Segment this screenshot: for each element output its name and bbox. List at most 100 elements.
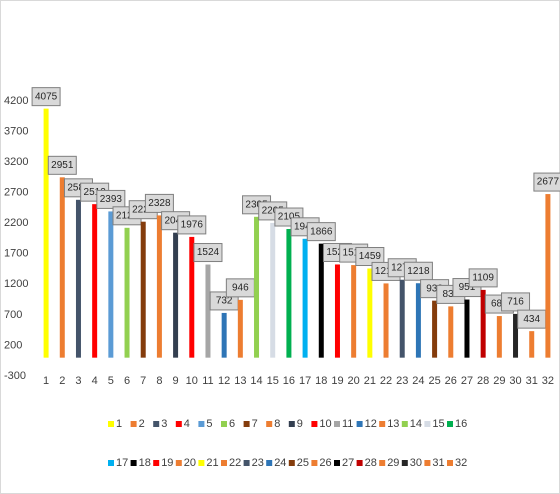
legend-label: 31: [432, 457, 444, 469]
legend-swatch: [153, 460, 160, 466]
y-tick-label: 2200: [4, 217, 28, 229]
y-tick-label: 3700: [4, 125, 28, 137]
legend-swatch: [221, 460, 227, 466]
x-tick-label: 28: [477, 375, 489, 387]
legend-label: 6: [229, 418, 235, 430]
legend-label: 1: [116, 418, 122, 430]
legend-swatch: [243, 421, 250, 427]
legend-label: 26: [319, 457, 331, 469]
data-label: 2328: [148, 198, 171, 209]
legend-swatch: [401, 421, 408, 427]
data-label: 1459: [359, 251, 382, 262]
data-label: 1218: [407, 266, 430, 277]
data-label: 951: [459, 282, 476, 293]
bar: [302, 238, 308, 358]
legend-label: 12: [365, 418, 377, 430]
legend-swatch: [130, 460, 137, 466]
x-tick-label: 20: [348, 375, 360, 387]
legend-swatch: [334, 460, 340, 466]
legend-swatch: [175, 460, 182, 466]
legend-swatch: [311, 421, 318, 427]
legend-label: 25: [297, 457, 309, 469]
legend-swatch: [198, 421, 205, 427]
bar: [334, 264, 340, 358]
data-label: 2305: [245, 199, 268, 210]
data-label-box: [96, 189, 126, 209]
data-label: 4075: [35, 91, 58, 102]
bar: [432, 300, 438, 358]
x-tick-label: 5: [108, 375, 114, 387]
data-label-box: [144, 193, 174, 213]
x-tick-label: 9: [173, 375, 179, 387]
data-label: 1945: [294, 221, 317, 232]
bar: [237, 299, 243, 358]
x-tick-label: 26: [445, 375, 457, 387]
bar: [480, 289, 486, 358]
legend-label: 20: [184, 457, 196, 469]
legend-swatch: [108, 460, 114, 466]
bar: [415, 283, 421, 358]
bar: [124, 227, 130, 358]
legend-label: 15: [432, 418, 444, 430]
legend-label: 16: [455, 418, 467, 430]
x-tick-label: 11: [202, 375, 213, 387]
x-tick-label: 1: [43, 375, 49, 387]
y-tick-label: 1700: [4, 248, 28, 260]
bar: [351, 265, 357, 358]
legend-swatch: [221, 421, 227, 427]
legend-swatch: [266, 421, 273, 427]
x-tick-label: 29: [493, 375, 505, 387]
x-tick-label: 4: [92, 375, 98, 387]
data-label: 933: [426, 283, 443, 294]
y-tick-label: 4200: [4, 95, 28, 107]
x-tick-label: 7: [140, 375, 146, 387]
data-label-box: [193, 243, 223, 263]
bar: [221, 312, 227, 358]
legend-swatch: [153, 421, 160, 427]
x-tick-label: 21: [364, 375, 376, 387]
bar: [318, 243, 324, 358]
legend-label: 4: [184, 418, 190, 430]
bar: [367, 268, 373, 358]
data-label: 2105: [278, 212, 301, 223]
legend-swatch: [108, 421, 114, 427]
data-label: 839: [442, 289, 459, 300]
legend-swatch: [288, 460, 295, 466]
x-tick-label: 10: [186, 375, 198, 387]
y-tick-label: 1200: [4, 278, 28, 290]
bar: [43, 108, 49, 358]
data-label: 2677: [537, 177, 560, 188]
bar: [59, 177, 65, 358]
data-label: 946: [232, 282, 249, 293]
data-label: 732: [216, 296, 233, 307]
y-tick-label: 2700: [4, 187, 28, 199]
data-label: 2225: [132, 204, 155, 215]
legend-swatch: [243, 460, 250, 466]
data-label-box: [501, 292, 531, 312]
x-tick-label: 16: [283, 375, 295, 387]
bar: [254, 216, 260, 358]
bar: [205, 264, 211, 358]
data-label: 1976: [181, 220, 204, 231]
legend-label: 5: [206, 418, 212, 430]
bar: [383, 283, 389, 358]
legend-label: 22: [229, 457, 241, 469]
data-label: 1866: [310, 226, 333, 237]
bar: [286, 229, 292, 358]
legend-label: 27: [342, 457, 354, 469]
legend-swatch: [424, 421, 431, 427]
legend-label: 18: [139, 457, 151, 469]
legend-label: 10: [319, 418, 331, 430]
bar: [156, 215, 162, 358]
y-tick-label: 200: [4, 339, 22, 351]
legend-swatch: [130, 421, 137, 427]
x-tick-label: 3: [75, 375, 81, 387]
bar: [496, 316, 502, 358]
data-label: 2393: [100, 194, 123, 205]
bar: [75, 199, 81, 358]
x-tick-label: 17: [299, 375, 311, 387]
data-label: 2205: [262, 206, 285, 217]
legend-label: 3: [161, 418, 167, 430]
legend-swatch: [447, 460, 453, 466]
x-tick-label: 6: [124, 375, 130, 387]
